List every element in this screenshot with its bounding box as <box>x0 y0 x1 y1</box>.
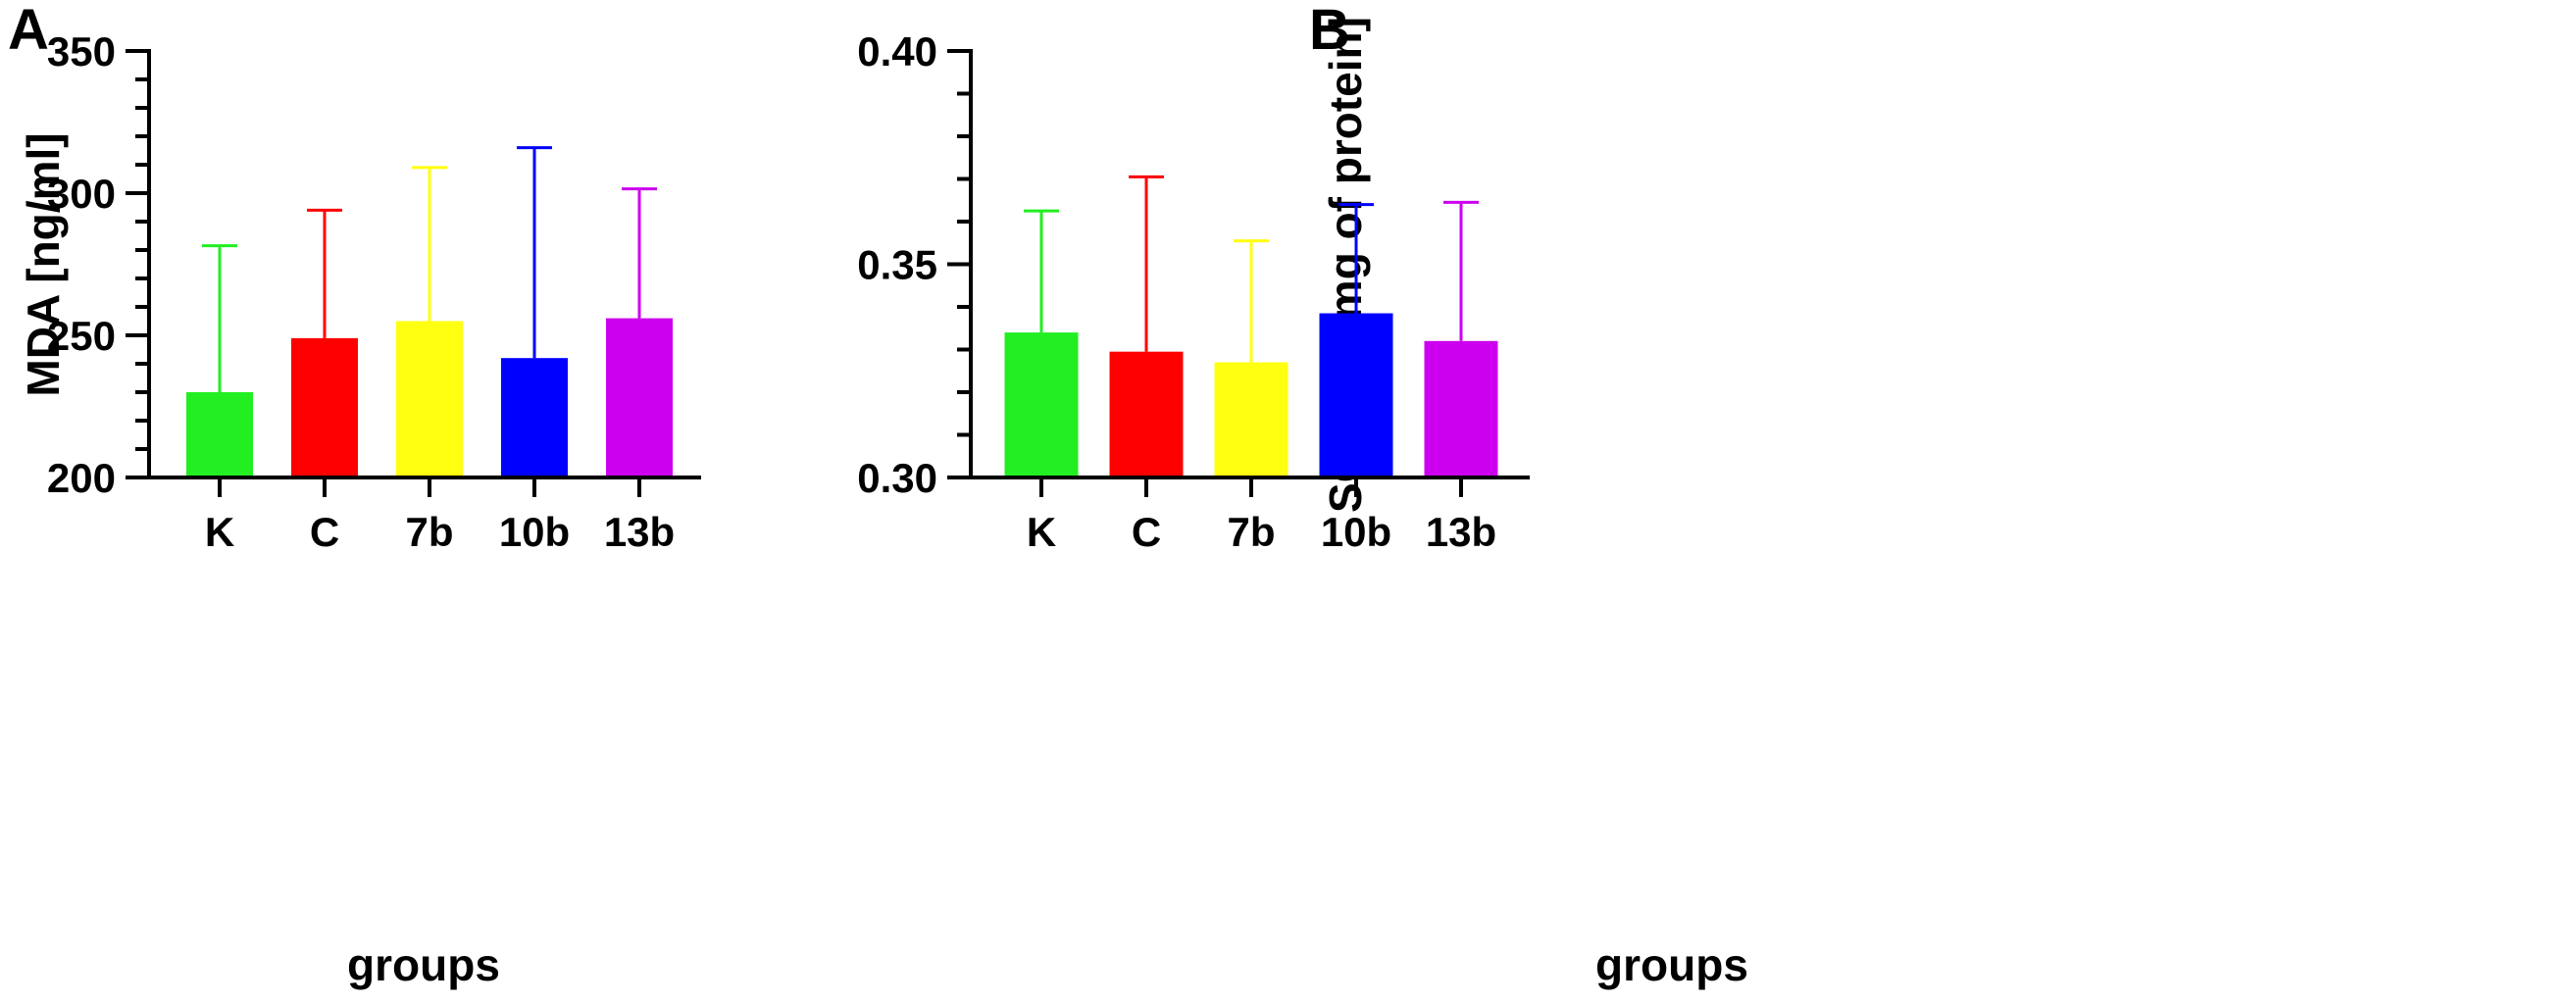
x-tick-label-13b: 13b <box>604 509 675 555</box>
y-ticks: 200 250 300 350 <box>47 28 149 501</box>
bar-K <box>186 392 253 477</box>
bar-C <box>291 337 358 477</box>
x-tick-label-K: K <box>1027 509 1056 555</box>
bar-7b <box>1214 362 1288 477</box>
y-tick-label: 350 <box>47 28 116 75</box>
bar-13b <box>606 318 673 477</box>
y-tick-label: 300 <box>47 171 116 217</box>
x-tick-label-13b: 13b <box>1426 509 1496 555</box>
bar-C <box>1109 351 1184 477</box>
y-tick-label: 0.35 <box>857 242 937 288</box>
panel-b-sod-chart: B SOD [ng/mg of protein] groups 0.300.35… <box>857 0 1748 990</box>
panel-a-mda-chart: A MDA [ng/ml] groups 200 250 300 350 K C 7b 10… <box>8 0 701 990</box>
bar-13b <box>1424 340 1498 477</box>
panel-letter-a: A <box>8 0 49 62</box>
x-tick-label-7b: 7b <box>405 509 453 555</box>
x-ticks: K C 7b 10b 13b <box>205 477 675 555</box>
error-bars <box>1024 175 1479 363</box>
y-tick-label: 0.30 <box>857 455 937 501</box>
x-tick-label-10b: 10b <box>1321 509 1391 555</box>
bar-series <box>1004 313 1498 477</box>
bar-10b <box>1319 313 1393 477</box>
y-tick-label: 250 <box>47 313 116 359</box>
bar-series <box>186 318 673 477</box>
bar-7b <box>396 321 463 477</box>
x-tick-label-C: C <box>1132 509 1161 555</box>
y-ticks: 0.30 0.35 0.40 <box>857 28 971 501</box>
bar-K <box>1004 332 1079 477</box>
y-tick-label: 200 <box>47 455 116 501</box>
y-tick-label: 0.40 <box>857 28 937 75</box>
x-ticks: K C 7b 10b 13b <box>1027 477 1496 555</box>
y-axis-title: MDA [ng/ml] <box>18 132 69 396</box>
bar-10b <box>501 358 568 477</box>
x-tick-label-7b: 7b <box>1227 509 1275 555</box>
error-bars <box>202 146 657 392</box>
x-tick-label-10b: 10b <box>499 509 570 555</box>
x-axis-title: groups <box>1595 939 1748 990</box>
x-tick-label-C: C <box>310 509 339 555</box>
panel-letter-b: B <box>1309 0 1350 62</box>
x-axis-title: groups <box>347 939 500 990</box>
x-tick-label-K: K <box>205 509 234 555</box>
